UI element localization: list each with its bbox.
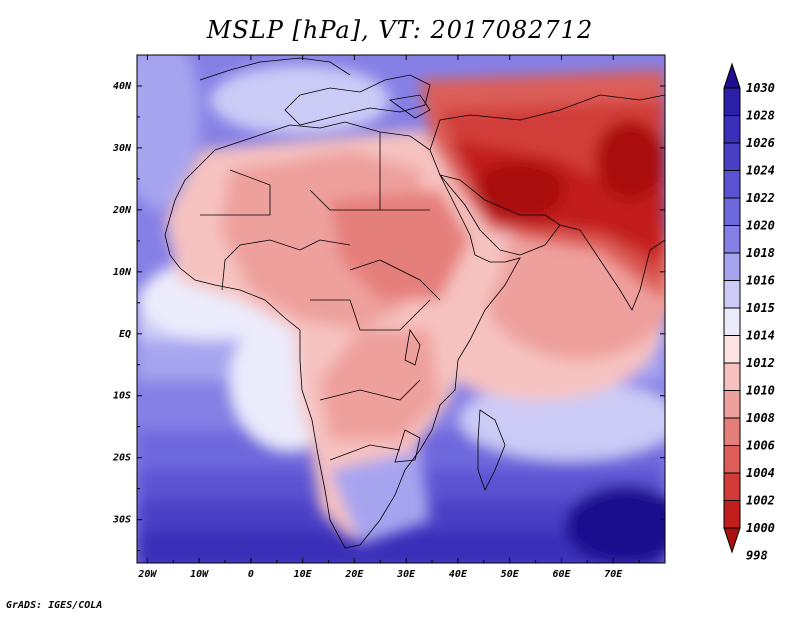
colorbar-label: 1022 — [746, 191, 775, 205]
colorbar-bottom-arrow — [723, 527, 741, 554]
lon-label: 0 — [248, 569, 254, 580]
colorbar-segment — [723, 225, 741, 254]
lon-label: 20E — [344, 569, 364, 580]
colorbar-segment — [723, 390, 741, 419]
colorbar-segment — [723, 417, 741, 446]
colorbar-label: 1028 — [746, 109, 775, 123]
colorbar-label: 1004 — [746, 466, 775, 480]
lon-label: 70E — [604, 569, 623, 580]
lat-label: 10N — [113, 267, 132, 278]
longitude-axis: 20W 10W 0 10E 20E 30E 40E 50E 60E 70E — [137, 55, 640, 580]
footer-credit: GrADS: IGES/COLA — [6, 600, 103, 611]
pressure-field — [137, 55, 665, 563]
colorbar-top-arrow — [723, 62, 741, 89]
colorbar-label: 1016 — [746, 274, 775, 288]
lat-label: EQ — [119, 329, 131, 340]
colorbar-label: 1000 — [746, 521, 775, 535]
colorbar-segment — [723, 500, 741, 529]
lon-label: 30E — [396, 569, 416, 580]
lon-label: 60E — [552, 569, 571, 580]
colorbar-segment — [723, 280, 741, 309]
lat-label: 30N — [112, 143, 132, 154]
colorbar-segment — [723, 472, 741, 501]
lat-label: 20N — [112, 205, 132, 216]
colorbar-label: 1024 — [746, 164, 775, 178]
colorbar-segment — [723, 87, 741, 116]
lat-label: 20S — [112, 453, 131, 464]
lon-label: 20W — [137, 569, 157, 580]
colorbar-segment — [723, 115, 741, 144]
colorbar-label: 1008 — [746, 411, 775, 425]
colorbar: 1030 1028 1026 1024 1022 1020 1018 1016 1015 1014… — [723, 62, 775, 563]
colorbar-label: 1026 — [746, 136, 775, 150]
map-frame — [136, 54, 666, 564]
colorbar-segment — [723, 307, 741, 336]
colorbar-label: 1018 — [746, 246, 775, 260]
map-title: MSLP [hPa], VT: 2017082712 — [206, 16, 594, 44]
lat-label: 30S — [112, 515, 131, 526]
colorbar-label: 1015 — [746, 301, 775, 315]
colorbar-label: 998 — [746, 549, 768, 563]
lat-label: 10S — [113, 391, 131, 402]
coastlines — [164, 57, 665, 549]
colorbar-label: 1014 — [746, 329, 775, 343]
colorbar-label: 1010 — [746, 384, 775, 398]
colorbar-segment — [723, 362, 741, 391]
colorbar-label: 1002 — [746, 494, 775, 508]
lat-label: 40N — [113, 81, 132, 92]
lon-label: 50E — [501, 569, 520, 580]
lon-label: 10W — [190, 569, 209, 580]
colorbar-label: 1012 — [746, 356, 775, 370]
colorbar-label: 1020 — [746, 219, 775, 233]
lon-label: 40E — [449, 569, 468, 580]
colorbar-segment — [723, 252, 741, 281]
latitude-axis: 40N 30N 20N 10N EQ 10S 20S 30S — [112, 54, 665, 552]
colorbar-segment — [723, 142, 741, 171]
colorbar-label: 1006 — [746, 439, 775, 453]
colorbar-label: 1030 — [746, 81, 775, 95]
colorbar-segment — [723, 197, 741, 226]
lon-label: 10E — [294, 569, 313, 580]
colorbar-segment — [723, 445, 741, 474]
colorbar-segment — [723, 170, 741, 199]
colorbar-segment — [723, 335, 741, 364]
